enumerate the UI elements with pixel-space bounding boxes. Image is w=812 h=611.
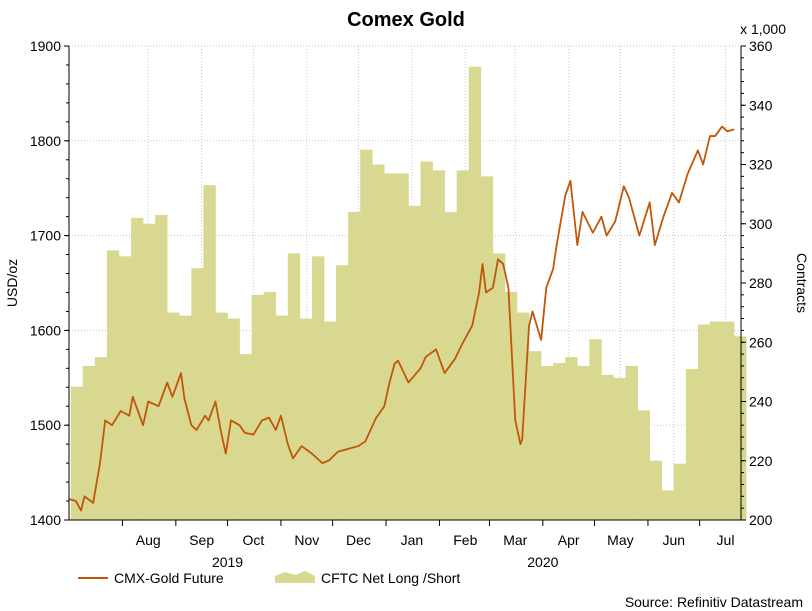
right-axis-multiplier: x 1,000 — [740, 21, 786, 37]
bar-cftc-net — [191, 268, 204, 520]
bar-cftc-net — [529, 351, 542, 520]
bar-cftc-net — [396, 173, 409, 520]
right-tick-label: 240 — [749, 394, 773, 410]
right-tick-label: 280 — [749, 275, 773, 291]
bar-series — [70, 66, 747, 521]
right-tick-label: 320 — [749, 157, 773, 173]
bar-cftc-net — [215, 312, 228, 521]
bar-cftc-net — [348, 211, 361, 520]
bar-cftc-net — [251, 294, 265, 520]
bar-cftc-net — [287, 253, 301, 521]
right-axis-title: Contracts — [794, 253, 810, 313]
bar-cftc-net — [541, 365, 554, 520]
month-label: Sep — [189, 532, 214, 548]
bar-cftc-net — [480, 176, 494, 520]
line-series — [68, 125, 735, 512]
year-label: 2020 — [527, 554, 558, 570]
bar-cftc-net — [589, 339, 602, 520]
right-tick-label: 260 — [749, 334, 773, 350]
bar-cftc-net — [227, 318, 240, 520]
bar-cftc-net — [613, 377, 626, 520]
legend-label-cftc: CFTC Net Long /Short — [321, 570, 460, 586]
line-gold-future — [68, 125, 735, 512]
bar-cftc-net — [456, 170, 470, 521]
right-tick-label: 360 — [749, 38, 773, 54]
bar-cftc-net — [577, 365, 590, 520]
left-tick-label: 1700 — [30, 228, 61, 244]
right-tick-label: 340 — [749, 97, 773, 113]
source-note: Source: Refinitiv Datastream — [625, 594, 803, 610]
bar-cftc-net — [722, 321, 735, 520]
bar-cftc-net — [697, 324, 711, 520]
bar-cftc-net — [179, 315, 192, 520]
bar-cftc-net — [601, 374, 614, 520]
left-tick-label: 1800 — [30, 133, 61, 149]
legend-label-gold-future: CMX-Gold Future — [114, 570, 224, 586]
tick-labels: 1400 1500 1600 1700 1800 1900 200 220 240 260 280 3… — [30, 38, 773, 570]
bar-cftc-net — [565, 357, 578, 520]
bar-cftc-net — [82, 365, 96, 520]
month-label: Dec — [346, 532, 371, 548]
bar-cftc-net — [143, 223, 156, 520]
bar-cftc-net — [420, 161, 433, 521]
month-label: May — [607, 532, 633, 548]
month-label: Jun — [663, 532, 686, 548]
month-label: Mar — [503, 532, 527, 548]
left-tick-label: 1600 — [30, 322, 61, 338]
left-tick-label: 1900 — [30, 38, 61, 54]
left-tick-label: 1400 — [30, 512, 61, 528]
month-label: Nov — [294, 532, 319, 548]
month-label: Aug — [136, 532, 161, 548]
bar-cftc-net — [709, 321, 723, 520]
bar-cftc-net — [384, 173, 397, 520]
right-tick-label: 300 — [749, 216, 773, 232]
bar-cftc-net — [553, 362, 566, 520]
bar-cftc-net — [492, 253, 506, 521]
month-label: Jan — [401, 532, 424, 548]
bar-cftc-net — [625, 365, 638, 520]
bar-cftc-net — [432, 170, 445, 521]
bar-cftc-net — [131, 217, 144, 520]
bar-cftc-net — [94, 357, 108, 520]
bar-cftc-net — [263, 291, 277, 520]
bar-cftc-net — [203, 185, 216, 521]
bar-cftc-net — [336, 265, 349, 520]
bar-cftc-net — [311, 256, 325, 520]
month-label: Oct — [242, 532, 264, 548]
chart-title: Comex Gold — [347, 9, 465, 31]
bar-cftc-net — [649, 460, 663, 520]
bar-cftc-net — [118, 256, 132, 520]
month-label: Apr — [558, 532, 580, 548]
bar-cftc-net — [239, 354, 252, 520]
bar-cftc-net — [661, 490, 675, 521]
bar-cftc-net — [360, 149, 373, 520]
bar-cftc-net — [734, 336, 747, 520]
bar-cftc-net — [372, 164, 385, 520]
legend: CMX-Gold Future CFTC Net Long /Short — [78, 570, 460, 586]
bar-cftc-net — [637, 410, 650, 520]
bar-cftc-net — [106, 250, 120, 520]
bar-cftc-net — [70, 386, 84, 520]
bar-cftc-net — [468, 66, 482, 521]
bar-cftc-net — [155, 214, 168, 521]
month-label: Feb — [453, 532, 477, 548]
left-tick-label: 1500 — [30, 417, 61, 433]
bar-cftc-net — [408, 205, 421, 521]
bar-cftc-net — [673, 463, 687, 520]
right-tick-label: 220 — [749, 453, 773, 469]
bar-cftc-net — [504, 291, 518, 520]
left-axis-title: USD/oz — [4, 259, 20, 307]
year-label: 2019 — [212, 554, 243, 570]
bar-cftc-net — [324, 321, 337, 520]
bar-cftc-net — [685, 368, 699, 520]
month-label: Jul — [717, 532, 735, 548]
legend-swatch-cftc — [275, 571, 315, 583]
axes — [64, 45, 746, 526]
bar-cftc-net — [167, 312, 180, 521]
right-tick-label: 200 — [749, 512, 773, 528]
bar-cftc-net — [299, 318, 313, 520]
